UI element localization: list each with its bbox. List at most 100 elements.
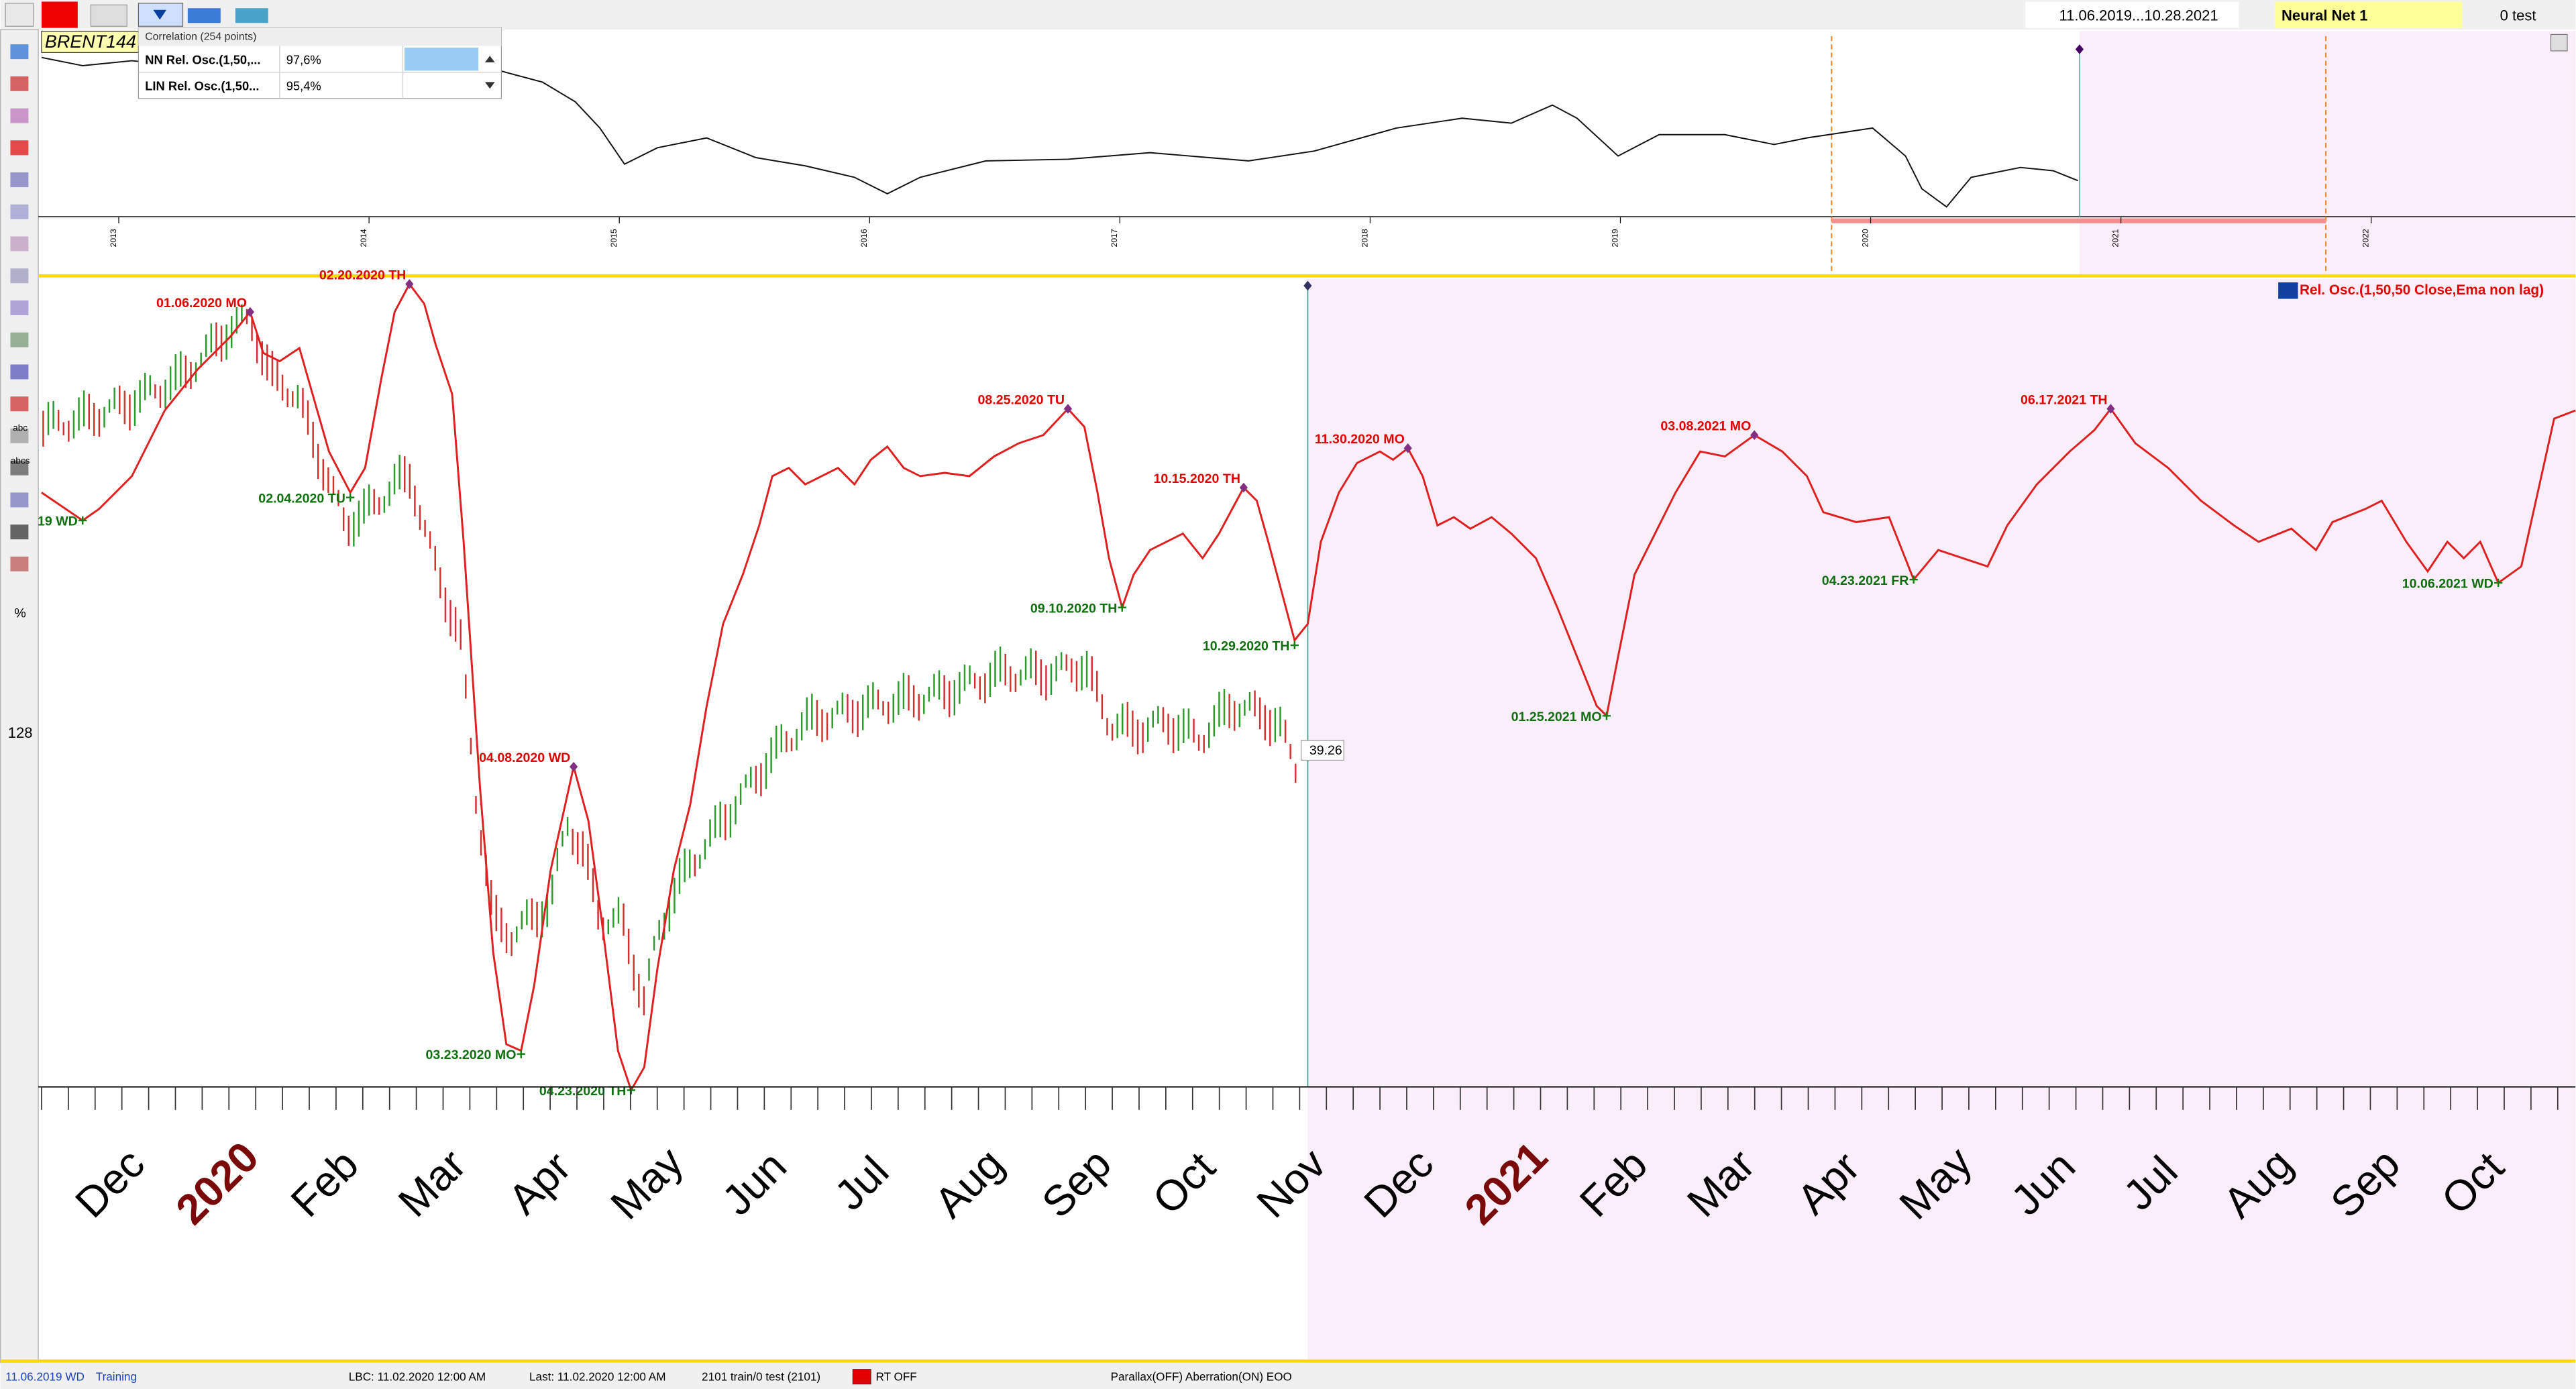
trough-label: 19 WD bbox=[38, 514, 78, 529]
tool-icon[interactable] bbox=[10, 524, 29, 540]
status-mode: Training bbox=[96, 1370, 137, 1383]
test-count: 0 test bbox=[2500, 7, 2536, 23]
trough-marker bbox=[78, 516, 87, 525]
forecast-region bbox=[2079, 31, 2576, 274]
trough-label: 10.06.2021 WD bbox=[2402, 577, 2493, 592]
tool-icon[interactable] bbox=[10, 44, 29, 60]
status-flags: Parallax(OFF) Aberration(ON) EOO bbox=[1111, 1370, 1292, 1383]
status-bar bbox=[0, 1362, 2576, 1389]
year-label: 2016 bbox=[859, 229, 869, 247]
toolbar-button[interactable] bbox=[41, 1, 78, 28]
trough-label: 02.04.2020 TU bbox=[258, 491, 345, 506]
peak-label: 01.06.2020 MO bbox=[156, 296, 247, 311]
settings-button[interactable] bbox=[2550, 34, 2568, 52]
sidebar-label: % bbox=[14, 606, 25, 621]
current-marker bbox=[2075, 44, 2084, 54]
peak-marker bbox=[405, 279, 414, 289]
sidebar-icons: abc abcs% 128 bbox=[8, 44, 33, 741]
year-label: 2022 bbox=[2361, 229, 2371, 247]
sidebar-label: 128 bbox=[8, 724, 33, 741]
correlation-title: Correlation (254 points) bbox=[145, 31, 256, 42]
status-lbc: LBC: 11.02.2020 12:00 AM bbox=[349, 1370, 486, 1383]
year-labels: 2013 2014 2015 2016 2017 2018 2019 2020 2021 2022 bbox=[109, 217, 2372, 247]
tool-icon[interactable] bbox=[10, 428, 29, 443]
peak-label: 11.30.2020 MO bbox=[1315, 432, 1405, 447]
tool-icon[interactable] bbox=[10, 556, 29, 571]
peak-label: 02.20.2020 TH bbox=[319, 268, 407, 282]
selected-cell[interactable] bbox=[404, 47, 479, 71]
current-marker bbox=[1303, 280, 1312, 291]
year-label: 2021 bbox=[2111, 229, 2121, 247]
correlation-value: 97,6% bbox=[286, 52, 321, 66]
toolbar-button[interactable] bbox=[235, 8, 268, 23]
toolbar-button[interactable] bbox=[187, 8, 221, 23]
trough-marker bbox=[2494, 578, 2503, 588]
year-label: 2015 bbox=[609, 229, 619, 247]
peak-label: 08.25.2020 TU bbox=[978, 392, 1065, 407]
legend-icon bbox=[2278, 282, 2298, 299]
sidebar bbox=[0, 29, 39, 1364]
year-label: 2020 bbox=[1860, 229, 1870, 247]
trough-label: 01.25.2021 MO bbox=[1511, 710, 1602, 724]
peak-label: 04.08.2020 WD bbox=[479, 751, 570, 765]
oscillator-line bbox=[41, 282, 2576, 1093]
tool-icon[interactable] bbox=[10, 76, 29, 91]
rt-indicator[interactable] bbox=[852, 1369, 871, 1385]
trough-marker bbox=[1118, 603, 1126, 612]
toolbar-button[interactable] bbox=[5, 3, 34, 27]
annotations: 01.06.2020 MO 02.20.2020 TH 04.08.2020 WD 0… bbox=[38, 268, 2503, 1099]
year-label: 2014 bbox=[359, 229, 368, 247]
legend: Rel. Osc.(1,50,50 Close,Ema non lag) bbox=[2300, 282, 2544, 298]
trough-label: 04.23.2021 FR bbox=[1822, 573, 1909, 588]
last-price: 39.26 bbox=[1309, 743, 1342, 758]
peak-marker bbox=[1403, 443, 1412, 453]
tool-icon[interactable] bbox=[10, 396, 29, 412]
year-label: 2018 bbox=[1360, 229, 1369, 247]
tool-icon[interactable] bbox=[10, 140, 29, 156]
last-price-box bbox=[1300, 740, 1344, 761]
trough-marker bbox=[517, 1050, 525, 1058]
trough-label: 09.10.2020 TH bbox=[1030, 601, 1118, 616]
correlation-value: 95,4% bbox=[286, 79, 321, 93]
trough-label: 03.23.2020 MO bbox=[425, 1048, 516, 1062]
date-range: 11.06.2019...10.28.2021 bbox=[2059, 7, 2218, 23]
status-last: Last: 11.02.2020 12:00 AM bbox=[529, 1370, 665, 1383]
range-bar bbox=[1831, 218, 2326, 223]
trough-marker bbox=[1602, 712, 1611, 720]
sidebar-label: abcs bbox=[11, 455, 30, 465]
scroll-arrows[interactable] bbox=[484, 56, 495, 89]
date-range-box bbox=[2025, 1, 2239, 28]
model-box[interactable] bbox=[2275, 1, 2463, 28]
toolbar-button[interactable] bbox=[90, 4, 127, 27]
tool-icon[interactable] bbox=[10, 172, 29, 188]
tool-icon[interactable] bbox=[10, 108, 29, 123]
symbol: BRENT144 bbox=[45, 32, 136, 52]
tool-icon[interactable] bbox=[10, 364, 29, 380]
correlation-header bbox=[138, 27, 502, 46]
tool-icon[interactable] bbox=[10, 236, 29, 252]
tool-icon[interactable] bbox=[10, 204, 29, 219]
status-counts: 2101 train/0 test (2101) bbox=[702, 1370, 820, 1383]
trough-label: 04.23.2020 TH bbox=[539, 1084, 627, 1099]
dropdown-icon bbox=[153, 9, 167, 20]
trough-marker bbox=[1909, 575, 1918, 584]
tool-icon[interactable] bbox=[10, 492, 29, 508]
year-label: 2017 bbox=[1110, 229, 1119, 247]
year-label: 2013 bbox=[109, 229, 118, 247]
trough-marker bbox=[1290, 641, 1299, 650]
peak-label: 10.15.2020 TH bbox=[1153, 471, 1240, 486]
tool-icon[interactable] bbox=[10, 332, 29, 347]
peak-marker bbox=[570, 761, 578, 772]
tool-icon[interactable] bbox=[10, 268, 29, 284]
trough-label: 10.29.2020 TH bbox=[1203, 639, 1290, 654]
toolbar-button[interactable] bbox=[138, 3, 184, 27]
trough-marker bbox=[346, 493, 355, 502]
peak-marker bbox=[1750, 430, 1759, 441]
model-name[interactable]: Neural Net 1 bbox=[2282, 7, 2367, 23]
tool-icon[interactable] bbox=[10, 300, 29, 316]
sidebar-label: abc bbox=[13, 423, 28, 433]
tool-icon[interactable] bbox=[10, 460, 29, 476]
peak-label: 06.17.2021 TH bbox=[2021, 392, 2108, 407]
peak-marker bbox=[246, 307, 254, 317]
